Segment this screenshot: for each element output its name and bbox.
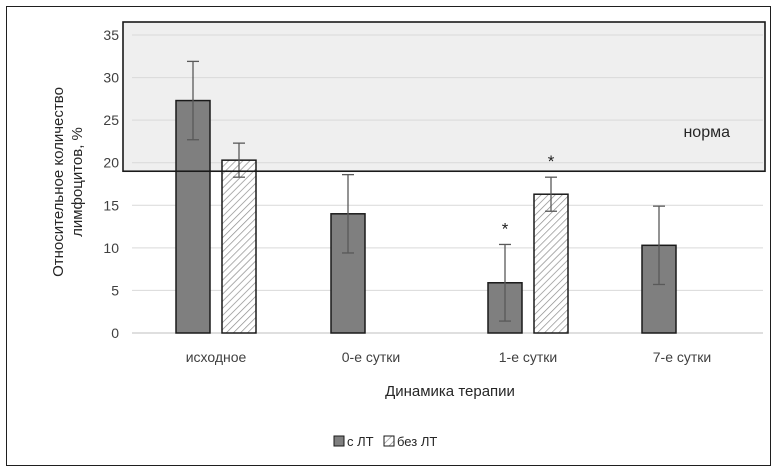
- x-tick-label: 1-е сутки: [499, 349, 557, 365]
- y-axis-title: Относительное количество: [50, 87, 67, 277]
- y-tick-label: 30: [103, 70, 119, 86]
- x-tick-label: 0-е сутки: [342, 349, 400, 365]
- y-tick-label: 5: [111, 282, 119, 298]
- x-tick-label: исходное: [186, 349, 247, 365]
- y-tick-label: 0: [111, 325, 119, 341]
- bar-bez-lt: [533, 193, 569, 334]
- legend-swatch-s-lt: [333, 435, 345, 447]
- y-tick-label: 25: [103, 112, 119, 128]
- legend-swatch-bez-lt: [383, 435, 395, 447]
- legend-label-s-lt: с ЛТ: [347, 434, 374, 449]
- significance-star: *: [548, 152, 555, 171]
- bar-bez-lt: [221, 159, 257, 334]
- x-axis-title: Динамика терапии: [385, 383, 515, 400]
- x-tick-label: 7-е сутки: [653, 349, 711, 365]
- y-tick-label: 15: [103, 197, 119, 213]
- legend: с ЛТ без ЛТ: [333, 434, 437, 449]
- reference-band: [123, 22, 765, 172]
- y-tick-label: 20: [103, 155, 119, 171]
- y-tick-label: 35: [103, 27, 119, 43]
- y-tick-label: 10: [103, 240, 119, 256]
- significance-star: *: [502, 219, 509, 238]
- reference-band-label: норма: [683, 124, 730, 141]
- legend-label-bez-lt: без ЛТ: [397, 434, 437, 449]
- y-axis-title-line-2: лимфоцитов, %: [69, 127, 86, 237]
- reference-band-border: [122, 21, 766, 173]
